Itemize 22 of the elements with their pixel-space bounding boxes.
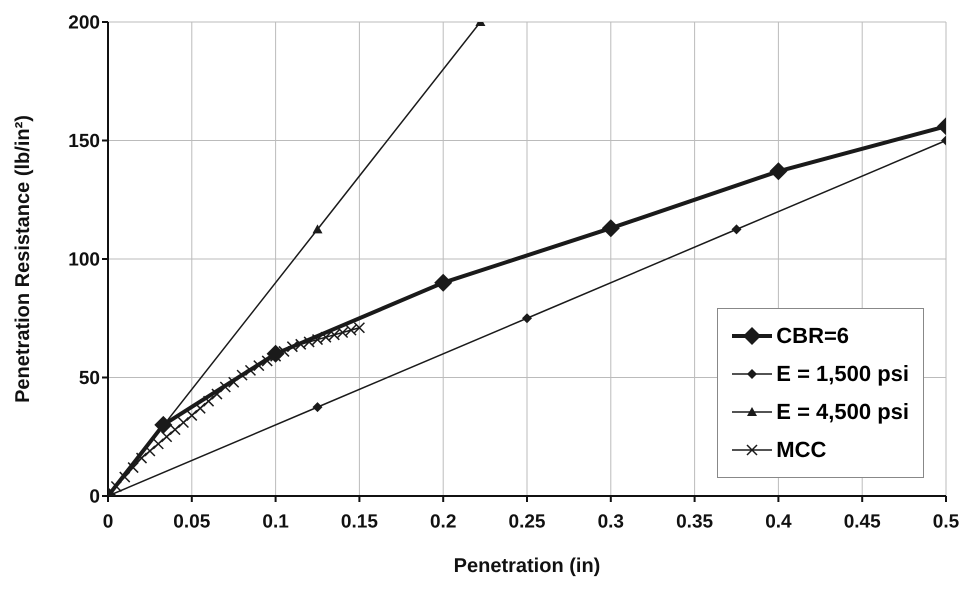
x-tick-label: 0.5 xyxy=(932,511,960,532)
y-tick-label: 100 xyxy=(68,250,100,271)
x-axis-title: Penetration (in) xyxy=(454,555,600,577)
legend-label: CBR=6 xyxy=(776,323,850,349)
y-axis-title: Penetration Resistance (lb/in²) xyxy=(12,115,34,403)
legend-label: E = 1,500 psi xyxy=(776,361,909,387)
x-tick-label: 0.25 xyxy=(508,511,546,532)
y-tick-label: 150 xyxy=(68,131,100,152)
x-tick-label: 0.3 xyxy=(598,511,624,532)
x-tick-label: 0.4 xyxy=(765,511,792,532)
y-tick-label: 0 xyxy=(89,486,100,508)
x-tick-label: 0.35 xyxy=(676,511,714,532)
x-tick-label: 0.2 xyxy=(430,511,456,532)
y-tick-label: 50 xyxy=(78,368,100,390)
x-tick-label: 0.05 xyxy=(173,511,211,532)
x-tick-label: 0.15 xyxy=(340,511,378,532)
x-tick-label: 0.45 xyxy=(844,511,882,532)
y-tick-label: 200 xyxy=(68,12,100,34)
x-tick-label: 0.1 xyxy=(262,511,290,532)
legend-label: E = 4,500 psi xyxy=(776,399,909,425)
x-tick-label: 0 xyxy=(102,511,114,532)
legend-label: MCC xyxy=(776,437,826,463)
